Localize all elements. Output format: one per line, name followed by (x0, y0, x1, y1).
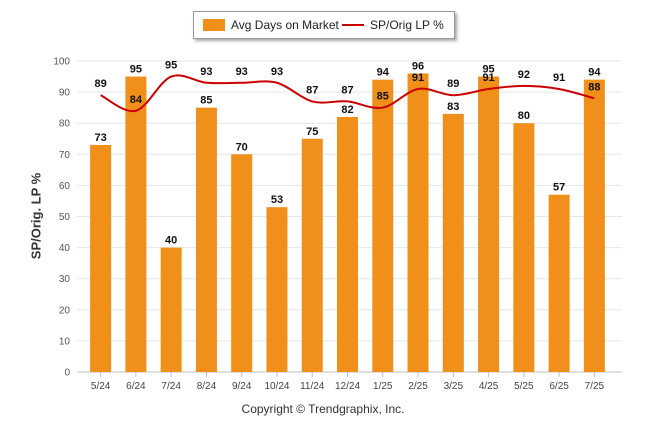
y-tick-label: 30 (59, 274, 71, 285)
y-tick-label: 90 (59, 88, 71, 99)
bar-data-label: 40 (165, 235, 177, 247)
bar-data-label: 75 (306, 126, 318, 138)
bar (301, 138, 323, 372)
y-tick-label: 50 (59, 212, 71, 223)
y-tick-label: 0 (64, 368, 70, 379)
bar (548, 194, 570, 372)
y-tick-label: 20 (59, 305, 71, 316)
x-tick-label: 8/24 (197, 381, 217, 392)
bar-data-label: 82 (341, 104, 353, 116)
bar (478, 76, 500, 373)
line-data-label: 84 (130, 94, 143, 106)
line-data-label: 89 (447, 78, 459, 90)
x-tick-label: 3/25 (444, 381, 464, 392)
y-tick-label: 10 (59, 336, 71, 347)
x-tick-label: 6/25 (549, 381, 569, 392)
line-data-label: 93 (236, 66, 248, 78)
y-axis-label: SP/Orig. LP % (28, 172, 44, 260)
y-tick-label: 100 (53, 57, 70, 68)
bar-data-label: 95 (482, 64, 494, 76)
line-data-label: 91 (553, 72, 565, 84)
bar-data-label: 85 (200, 95, 212, 107)
line-data-label: 93 (200, 66, 212, 78)
bar (583, 79, 605, 372)
bar-data-label: 80 (518, 110, 530, 122)
bar (442, 113, 464, 373)
line-data-label: 88 (588, 81, 600, 93)
legend-bar-label: Avg Days on Market (231, 18, 339, 32)
bar (231, 154, 253, 372)
x-tick-label: 11/24 (300, 381, 325, 392)
copyright: Copyright © Trendgraphix, Inc. (241, 402, 405, 416)
bar (160, 247, 182, 372)
bar (407, 73, 429, 372)
bar-data-label: 70 (236, 141, 248, 153)
bar (513, 123, 535, 372)
line-data-label: 92 (518, 69, 530, 81)
x-tick-label: 5/25 (514, 381, 534, 392)
y-tick-label: 60 (59, 181, 71, 192)
bar-data-label: 83 (447, 101, 459, 113)
x-tick-label: 1/25 (373, 381, 393, 392)
y-tick-label: 40 (59, 243, 71, 254)
x-tick-label: 4/25 (479, 381, 499, 392)
bar-data-label: 94 (377, 67, 390, 79)
line-data-label: 95 (165, 60, 177, 72)
line-data-label: 89 (95, 78, 107, 90)
x-tick-label: 9/24 (232, 381, 252, 392)
line-data-label: 91 (412, 72, 424, 84)
x-tick-label: 10/24 (264, 381, 289, 392)
bar-data-label: 73 (95, 132, 107, 144)
bar-data-label: 57 (553, 182, 565, 194)
legend-line-swatch (342, 24, 364, 26)
bar (195, 107, 217, 373)
y-tick-label: 70 (59, 150, 71, 161)
bar (125, 76, 147, 373)
line-data-label: 91 (482, 72, 494, 84)
bar-data-label: 95 (130, 64, 142, 76)
y-tick-label: 80 (59, 119, 71, 130)
bar (90, 144, 112, 372)
bar (372, 79, 394, 372)
line-data-label: 85 (377, 91, 389, 103)
legend-bar-swatch (203, 19, 225, 31)
line-series-path (100, 74, 595, 113)
bar-data-label: 96 (412, 60, 424, 72)
legend-line-label: SP/Orig LP % (370, 18, 444, 32)
x-tick-label: 7/25 (585, 381, 605, 392)
line-data-label: 87 (341, 84, 353, 96)
bar-data-label: 53 (271, 194, 283, 206)
line-data-label: 87 (306, 84, 318, 96)
bar (337, 116, 358, 372)
x-tick-label: 2/25 (408, 381, 428, 392)
x-tick-label: 12/24 (335, 381, 360, 392)
bar-data-label: 94 (588, 67, 601, 79)
x-tick-label: 5/24 (91, 381, 111, 392)
x-tick-label: 6/24 (126, 381, 146, 392)
legend: Avg Days on Market SP/Orig LP % (193, 11, 455, 39)
x-tick-label: 7/24 (161, 381, 181, 392)
line-data-label: 93 (271, 66, 283, 78)
bar (266, 207, 288, 372)
